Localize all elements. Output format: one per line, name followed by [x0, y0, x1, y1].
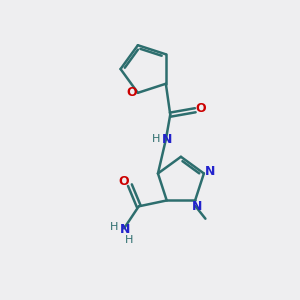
Text: H: H: [152, 134, 160, 144]
Text: O: O: [126, 86, 137, 99]
Text: H: H: [125, 235, 134, 244]
Text: N: N: [205, 166, 215, 178]
Text: N: N: [191, 200, 202, 213]
Text: O: O: [195, 102, 206, 115]
Text: N: N: [120, 224, 131, 236]
Text: O: O: [119, 175, 129, 188]
Text: H: H: [110, 222, 118, 232]
Text: N: N: [162, 133, 172, 146]
